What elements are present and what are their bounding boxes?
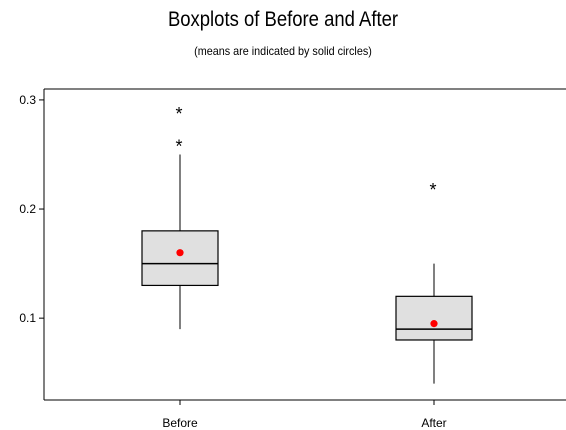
outlier-marker: * [429, 180, 436, 200]
x-tick-label: Before [162, 416, 198, 430]
box-iqr [395, 295, 473, 341]
box-iqr [141, 230, 219, 287]
y-tick-label: 0.2 [19, 202, 36, 216]
mean-marker [430, 320, 438, 328]
chart-title: Boxplots of Before and After [167, 8, 399, 31]
mean-marker [176, 249, 184, 257]
outlier-marker: * [175, 104, 182, 124]
x-tick-label: After [421, 416, 446, 430]
y-tick-label: 0.3 [19, 93, 36, 107]
outlier-marker: * [175, 137, 182, 157]
chart-subtitle: (means are indicated by solid circles) [194, 44, 372, 58]
y-tick-label: 0.1 [19, 311, 36, 325]
